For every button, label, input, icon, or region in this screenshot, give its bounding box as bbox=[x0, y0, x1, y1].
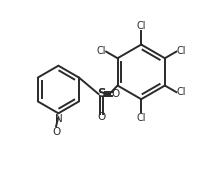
Text: Cl: Cl bbox=[136, 113, 146, 123]
Text: Cl: Cl bbox=[177, 46, 186, 56]
Text: O: O bbox=[52, 127, 60, 137]
Text: O: O bbox=[97, 112, 106, 122]
Text: S: S bbox=[97, 87, 106, 100]
Text: N: N bbox=[55, 114, 62, 124]
Text: Cl: Cl bbox=[96, 46, 106, 56]
Text: Cl: Cl bbox=[136, 21, 146, 31]
Text: O: O bbox=[111, 89, 120, 99]
Text: Cl: Cl bbox=[177, 87, 186, 97]
